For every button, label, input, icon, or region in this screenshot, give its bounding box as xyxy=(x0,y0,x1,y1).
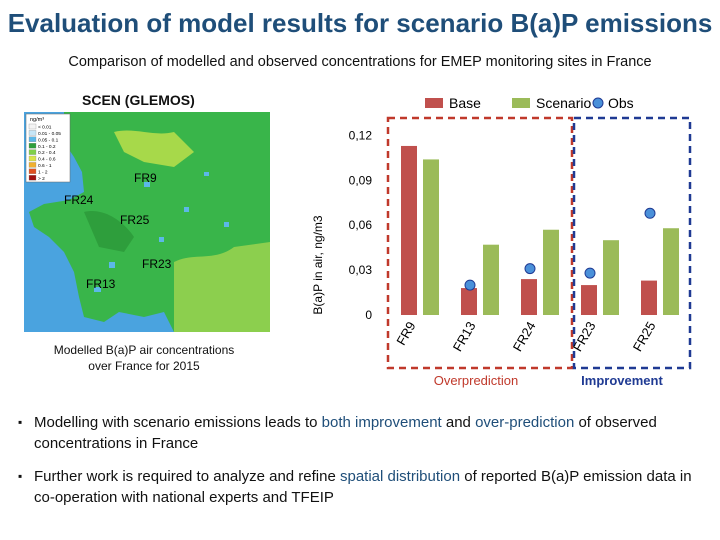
slide-subtitle: Comparison of modelled and observed conc… xyxy=(68,54,652,70)
group-boxes xyxy=(386,116,692,370)
y-axis-label: B(a)P in air, ng/m3 xyxy=(311,215,325,314)
map-title: SCEN (GLEMOS) xyxy=(82,92,195,108)
bar-scenario xyxy=(603,240,619,315)
bullet-text: of observed concentrations in France xyxy=(34,414,657,452)
x-tick-label: FR23 xyxy=(570,319,599,354)
map-legend-swatch xyxy=(28,149,37,155)
x-tick-label: FR9 xyxy=(393,319,418,348)
y-tick-label: 0,12 xyxy=(349,128,373,142)
bar-scenario xyxy=(663,228,679,315)
x-tick-label: FR24 xyxy=(510,319,539,354)
slide-title: Evaluation of model results for scenario… xyxy=(7,8,713,38)
bullet-square-icon: ▪ xyxy=(18,469,23,483)
map-site-label: FR24 xyxy=(64,193,94,207)
bap-chart: Base Scenario Obs B(a)P in air, ng/m3 0 0,0… xyxy=(300,90,700,400)
bar-base xyxy=(641,280,657,315)
bar-scenario xyxy=(423,159,439,315)
map-site-label: FR9 xyxy=(134,171,157,185)
obs-point xyxy=(644,207,656,219)
map-legend-swatch xyxy=(28,143,37,149)
map-legend-label: > 2 xyxy=(38,176,45,182)
improvement-label: Improvement xyxy=(581,373,663,388)
map-legend-items: < 0.010.01 - 0.050.05 - 0.10.1 - 0.20.2 … xyxy=(28,123,61,182)
bar-base xyxy=(581,285,597,315)
obs-point xyxy=(524,263,536,275)
chart-svg: Base Scenario Obs B(a)P in air, ng/m3 0 0,0… xyxy=(311,95,692,388)
map-alps xyxy=(174,242,270,332)
bar-base xyxy=(401,145,417,315)
map-site-label: FR23 xyxy=(142,257,172,271)
y-tick-label: 0,06 xyxy=(349,218,373,232)
map-legend-label: 0.05 - 0.1 xyxy=(38,137,59,143)
map-site-label: FR25 xyxy=(120,213,150,227)
obs-point xyxy=(584,267,596,279)
x-tick-label: FR13 xyxy=(450,319,479,354)
bullet-text: Further work is required to analyze and … xyxy=(34,468,340,485)
bar-base xyxy=(521,279,537,315)
bullet-highlight: both improvement xyxy=(321,414,442,431)
x-tick-label: FR25 xyxy=(630,319,659,354)
france-concentration-map: ng/m³ < 0.01 0.01 - 0.05 0.05 - 0.1 0.1 - 0… xyxy=(24,112,270,332)
bullet-text: of reported B(a)P emission data in co-op… xyxy=(34,468,692,506)
map-legend-swatch xyxy=(28,130,37,136)
overprediction-label: Overprediction xyxy=(434,373,519,388)
bar-base xyxy=(461,288,477,315)
improvement-box xyxy=(572,116,692,370)
bar-scenario xyxy=(483,244,499,315)
bar-scenario xyxy=(543,229,559,315)
bullet-text: and xyxy=(441,414,476,431)
map-svg: ng/m³ < 0.010.01 - 0.050.05 - 0.10.1 - 0… xyxy=(24,112,270,332)
map-legend-swatch xyxy=(28,155,37,162)
legend-label: Base xyxy=(449,95,481,111)
map-legend-label: 1 - 2 xyxy=(38,169,48,175)
map-legend-swatch xyxy=(28,168,37,174)
map-legend-swatch xyxy=(28,123,37,130)
y-tick-label: 0 xyxy=(365,308,372,322)
y-tick-label: 0,09 xyxy=(349,173,373,187)
y-tick-label: 0,03 xyxy=(349,263,373,277)
map-legend-swatch xyxy=(28,136,37,142)
bullet-list: ▪ Modelling with scenario emissions lead… xyxy=(18,412,708,520)
bullet-text: Modelling with scenario emissions leads … xyxy=(34,414,322,431)
legend-label: Obs xyxy=(608,95,634,111)
map-legend-swatch xyxy=(28,175,37,181)
y-ticks: 0 0,03 0,06 0,09 0,12 xyxy=(349,128,373,322)
map-caption: Modelled B(a)P air concentrations over F… xyxy=(24,342,264,374)
map-legend-label: 0.4 - 0.6 xyxy=(38,157,56,163)
bullet-square-icon: ▪ xyxy=(18,415,23,429)
chart-legend: Base Scenario Obs xyxy=(425,95,634,111)
map-legend-unit: ng/m³ xyxy=(30,117,44,123)
legend-swatch xyxy=(512,98,530,108)
map-legend-label: 0.6 - 1 xyxy=(38,163,52,169)
map-legend-label: 0.01 - 0.05 xyxy=(38,131,61,137)
legend-swatch xyxy=(592,97,604,109)
legend-label: Scenario xyxy=(536,95,591,111)
bars xyxy=(401,145,679,315)
map-north-region xyxy=(114,130,194,167)
map-legend-label: 0.2 - 0.4 xyxy=(38,150,56,156)
map-caption-line: over France for 2015 xyxy=(88,359,200,373)
map-legend-label: 0.1 - 0.2 xyxy=(38,144,56,150)
x-tick-labels: FR9 FR13 FR24 FR23 FR25 xyxy=(393,319,658,354)
bullet-item: ▪ Further work is required to analyze an… xyxy=(18,466,708,508)
bullet-item: ▪ Modelling with scenario emissions lead… xyxy=(18,412,708,454)
legend-swatch xyxy=(425,98,443,108)
observations xyxy=(464,207,656,291)
map-site-label: FR13 xyxy=(86,277,116,291)
map-low-cells xyxy=(94,172,229,292)
bullet-highlight: spatial distribution xyxy=(339,468,461,485)
obs-point xyxy=(464,279,476,291)
map-west-region xyxy=(84,211,134,252)
map-caption-line: Modelled B(a)P air concentrations xyxy=(53,343,235,357)
bullet-highlight: over-prediction xyxy=(475,414,575,431)
map-legend-label: < 0.01 xyxy=(38,125,52,131)
map-legend-swatch xyxy=(28,162,37,168)
